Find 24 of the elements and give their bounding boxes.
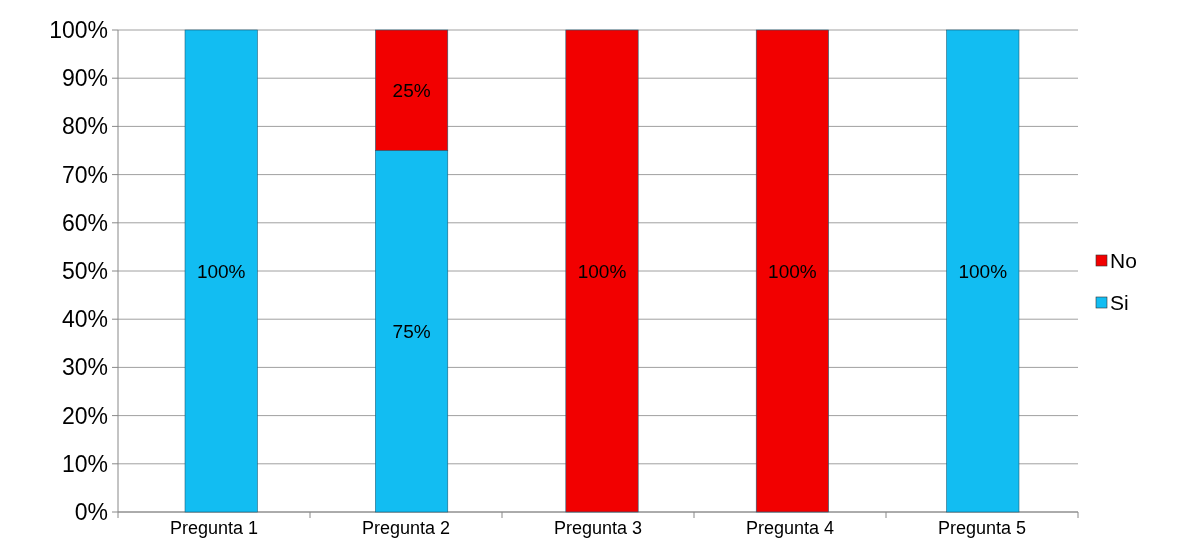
y-tick-label: 30% <box>61 354 108 381</box>
y-tick-label: 90% <box>61 65 108 92</box>
data-label: 100% <box>768 261 817 282</box>
data-label: 100% <box>196 261 246 282</box>
x-tick-label: Pregunta 2 <box>361 518 451 538</box>
data-label: 100% <box>958 261 1008 282</box>
legend-label: No <box>1110 249 1137 272</box>
x-tick-label: Pregunta 3 <box>553 518 643 538</box>
data-label: 75% <box>392 321 431 343</box>
y-tick-label: 100% <box>49 17 108 43</box>
y-tick-label: 80% <box>61 113 108 140</box>
y-tick-label: 0% <box>74 499 108 525</box>
y-tick-label: 70% <box>61 161 108 188</box>
x-tick-label: Pregunta 5 <box>937 518 1027 538</box>
data-label: 25% <box>392 80 431 102</box>
y-tick-label: 10% <box>61 450 108 477</box>
x-tick-label: Pregunta 4 <box>745 518 835 538</box>
data-label: 100% <box>577 261 627 282</box>
y-tick-label: 40% <box>61 306 108 333</box>
y-tick-label: 50% <box>61 258 108 284</box>
x-tick-label: Pregunta 1 <box>169 518 259 538</box>
y-tick-label: 60% <box>61 209 108 236</box>
y-tick-label: 20% <box>61 402 108 429</box>
legend-label: Si <box>1110 291 1129 314</box>
